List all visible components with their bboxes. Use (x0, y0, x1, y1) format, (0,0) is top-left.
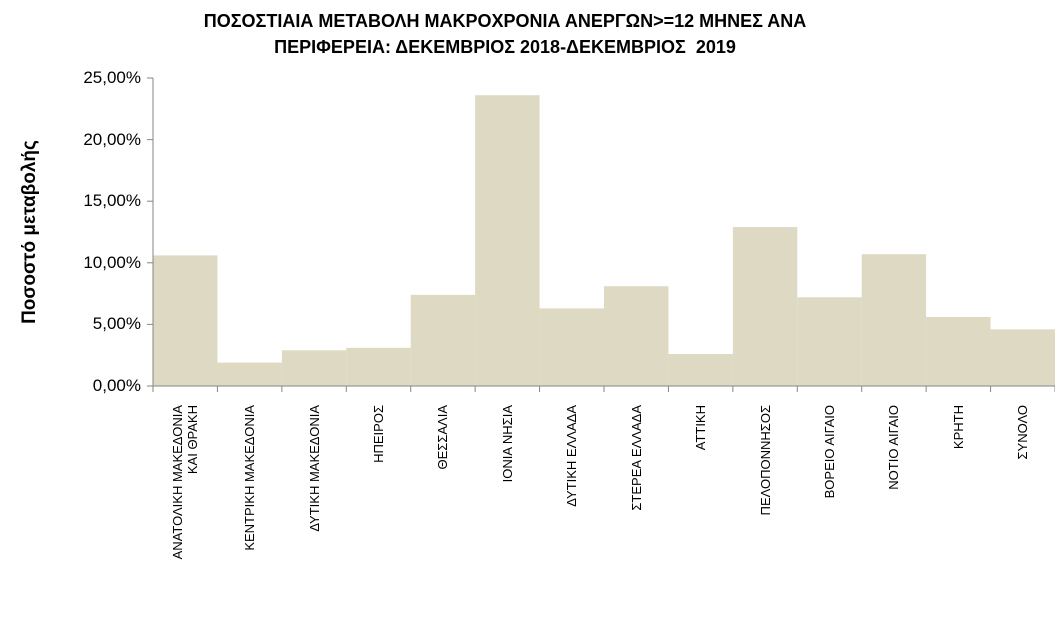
bar (539, 308, 604, 386)
x-tick-label: ΣΥΝΟΛΟ (1015, 405, 1031, 460)
bar (926, 317, 991, 386)
x-tick-label: ΙΟΝΙΑ ΝΗΣΙΑ (499, 405, 515, 483)
bar (797, 297, 862, 386)
x-tick-label: ΔΥΤΙΚΗ ΜΑΚΕΔΟΝΙΑ (306, 405, 322, 532)
bar (990, 329, 1055, 386)
x-tick-label: ΑΤΤΙΚΗ (693, 405, 709, 451)
bar (604, 286, 669, 386)
chart-title: ΠΟΣΟΣΤΙΑΙΑ ΜΕΤΑΒΟΛΗ ΜΑΚΡΟΧΡΟΝΙΑ ΑΝΕΡΓΩΝ>… (203, 11, 807, 57)
bar (861, 254, 927, 386)
x-tick-label: ΚΡΗΤΗ (950, 405, 966, 450)
y-tick-label: 10,00% (83, 252, 141, 272)
bar (217, 362, 282, 386)
bar (732, 227, 798, 386)
y-tick-label: 20,00% (83, 129, 141, 149)
bar (281, 350, 347, 386)
x-tick-label: ΗΠΕΙΡΟΣ (371, 405, 386, 463)
x-tick-label: ΚΕΝΤΡΙΚΗ ΜΑΚΕΔΟΝΙΑ (242, 405, 258, 551)
y-tick-label: 5,00% (92, 314, 141, 334)
y-tick-label: 0,00% (92, 376, 141, 395)
y-tick-label: 15,00% (83, 191, 141, 211)
x-tick-label: ΝΟΤΙΟ ΑΙΓΑΙΟ (886, 405, 902, 490)
x-tick-label: ΔΥΤΙΚΗ ΕΛΛΑΔΑ (564, 405, 580, 507)
x-tick-label: ΠΕΛΟΠΟΝΝΗΣΟΣ (757, 405, 773, 516)
bar (410, 294, 476, 386)
x-tick-label: ΑΝΑΤΟΛΙΚΗ ΜΑΚΕΔΟΝΙΑ ΚΑΙ ΘΡΑΚΗ (170, 405, 201, 560)
x-tick-label: ΘΕΣΣΑΛΙΑ (435, 405, 451, 470)
x-tick-label: ΒΟΡΕΙΟ ΑΙΓΑΙΟ (822, 405, 837, 499)
bar (668, 353, 733, 386)
y-tick-label: 25,00% (83, 68, 141, 87)
bar (475, 95, 540, 387)
bar (346, 347, 411, 386)
bar (153, 255, 218, 386)
x-tick-label: ΣΤΕΡΕΑ ΕΛΛΑΔΑ (628, 405, 644, 511)
y-axis-label: Ποσοστό μεταβολής (19, 140, 40, 324)
